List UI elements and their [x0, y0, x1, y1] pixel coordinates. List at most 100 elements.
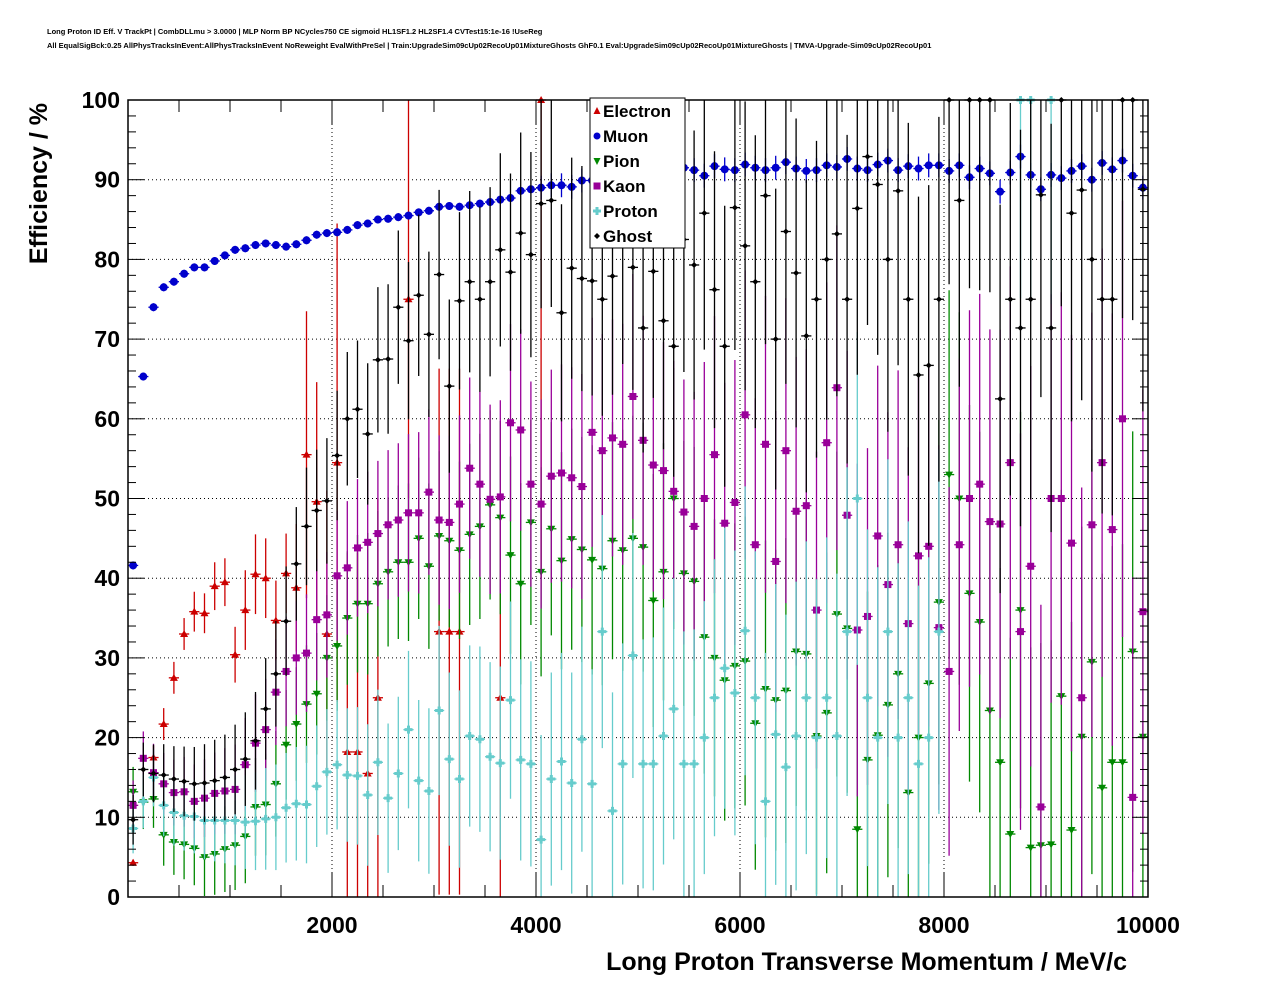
- data-point: [873, 733, 882, 742]
- data-point: [210, 256, 219, 265]
- y-tick-label: 100: [82, 87, 120, 113]
- data-point: [720, 664, 729, 673]
- data-point: [292, 654, 300, 662]
- data-point: [915, 552, 922, 560]
- x-tick-label: 2000: [306, 912, 357, 938]
- data-point: [925, 362, 932, 369]
- data-point: [373, 758, 382, 767]
- data-point: [986, 518, 994, 526]
- data-point: [343, 771, 352, 780]
- data-point: [844, 296, 851, 303]
- data-point: [609, 273, 616, 280]
- data-point: [476, 480, 484, 488]
- data-point: [312, 782, 321, 791]
- data-point: [526, 759, 535, 768]
- legend-marker-pion: [593, 158, 601, 165]
- data-point: [629, 264, 636, 271]
- y-tick-label: 80: [94, 246, 120, 272]
- data-point: [302, 236, 311, 245]
- data-point: [853, 826, 862, 834]
- data-point: [669, 704, 678, 713]
- data-point: [793, 269, 800, 276]
- x-axis-label: Long Proton Transverse Momentum / MeV/c: [606, 948, 1127, 976]
- data-point: [252, 737, 259, 744]
- y-tick-label: 10: [94, 804, 120, 830]
- data-point: [812, 733, 821, 742]
- data-point: [496, 493, 504, 501]
- data-point: [343, 225, 352, 234]
- data-point: [231, 245, 240, 254]
- data-point: [711, 286, 718, 293]
- data-point: [874, 532, 882, 540]
- data-point: [169, 277, 178, 286]
- data-point: [1006, 831, 1015, 839]
- data-point: [354, 406, 361, 413]
- data-point: [374, 530, 382, 538]
- data-point: [180, 629, 189, 637]
- data-point: [1139, 186, 1146, 193]
- data-point: [700, 733, 709, 742]
- data-point: [538, 200, 545, 207]
- data-point: [312, 690, 321, 698]
- data-point: [282, 242, 291, 251]
- data-point: [242, 756, 249, 763]
- data-point: [445, 518, 453, 526]
- data-point: [832, 732, 841, 741]
- data-point: [578, 275, 585, 282]
- data-point: [283, 618, 290, 625]
- data-point: [466, 278, 473, 285]
- data-point: [322, 229, 331, 238]
- data-point: [343, 564, 351, 572]
- data-point: [455, 775, 464, 784]
- data-point: [414, 776, 423, 785]
- data-point: [303, 649, 310, 657]
- data-point: [935, 296, 942, 303]
- legend-marker-kaon: [593, 182, 601, 190]
- data-point: [1108, 526, 1116, 534]
- data-point: [405, 337, 412, 344]
- data-point: [159, 283, 168, 292]
- data-point: [272, 670, 279, 677]
- data-point: [557, 181, 566, 190]
- data-point: [1007, 296, 1014, 303]
- data-point: [945, 471, 954, 479]
- data-point: [1099, 296, 1106, 303]
- data-point: [557, 757, 566, 766]
- data-point: [588, 428, 596, 436]
- data-point: [436, 271, 443, 278]
- legend-label-proton: Proton: [603, 202, 658, 221]
- data-point: [221, 774, 228, 781]
- data-point: [395, 304, 402, 311]
- y-tick-label: 50: [94, 486, 120, 512]
- data-point: [271, 241, 280, 250]
- data-point: [334, 452, 341, 459]
- data-point: [802, 693, 811, 702]
- legend: Electron Muon Pion Kaon Proton Ghost: [589, 97, 686, 249]
- data-point: [445, 202, 454, 211]
- data-point: [1047, 841, 1056, 849]
- data-point: [169, 673, 178, 681]
- data-point: [690, 522, 698, 530]
- data-point: [619, 440, 627, 448]
- data-point: [404, 211, 413, 220]
- data-point: [170, 776, 177, 783]
- data-point: [180, 269, 189, 278]
- y-tick-label: 90: [94, 167, 120, 193]
- data-point: [384, 794, 393, 803]
- data-point: [608, 806, 617, 815]
- data-point: [1119, 415, 1126, 423]
- data-point: [802, 166, 811, 175]
- data-point: [914, 759, 923, 768]
- data-point: [1088, 521, 1096, 529]
- data-point: [1129, 793, 1137, 801]
- data-point: [854, 205, 861, 212]
- data-point: [1139, 608, 1147, 616]
- data-point: [996, 187, 1005, 196]
- legend-label-ghost: Ghost: [603, 227, 652, 246]
- data-point: [353, 221, 362, 230]
- data-point: [150, 770, 157, 777]
- data-point: [496, 759, 505, 768]
- data-point: [262, 705, 269, 712]
- data-point: [659, 732, 668, 741]
- chart-title-line-1: Long Proton ID Eff. V TrackPt | CombDLLm…: [47, 27, 543, 36]
